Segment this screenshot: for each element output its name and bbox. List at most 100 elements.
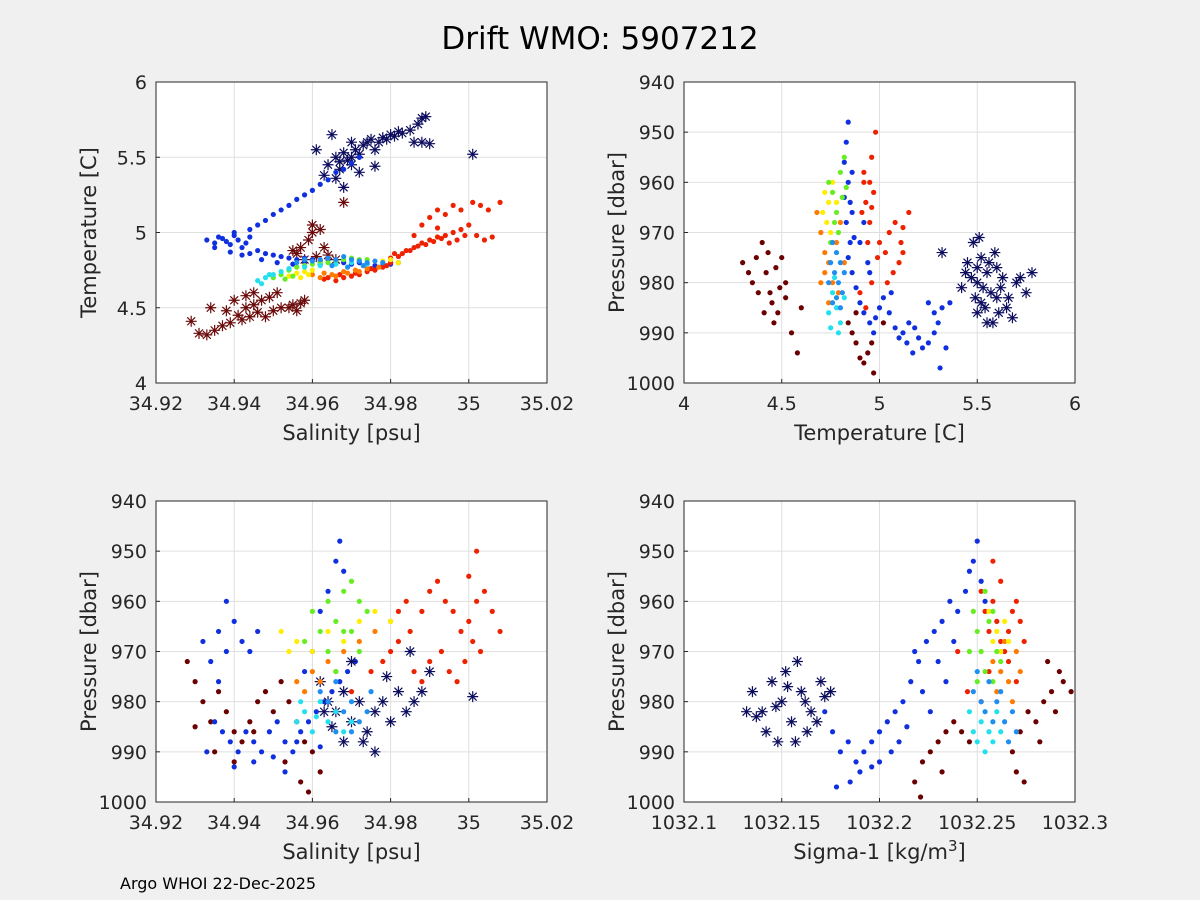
star-point bbox=[424, 666, 436, 678]
y-axis-label: Temperature [C] bbox=[77, 147, 101, 319]
dot-point bbox=[908, 679, 914, 685]
dot-point bbox=[258, 749, 265, 755]
dot-point bbox=[204, 749, 210, 755]
dot-point bbox=[845, 739, 851, 745]
dot-point bbox=[450, 608, 456, 614]
dot-point bbox=[829, 189, 836, 195]
series-late-drift-navy- bbox=[741, 656, 837, 748]
dot-point bbox=[212, 244, 218, 251]
star-point bbox=[291, 305, 303, 317]
dot-point bbox=[419, 608, 425, 614]
star-point bbox=[819, 691, 831, 703]
dot-point bbox=[247, 234, 253, 240]
star-point bbox=[338, 181, 350, 193]
dot-point bbox=[278, 628, 284, 635]
dot-point bbox=[919, 759, 926, 765]
x-tick-label: 35.02 bbox=[520, 393, 574, 415]
dot-point bbox=[458, 628, 464, 635]
dot-point bbox=[290, 749, 296, 755]
star-point bbox=[338, 147, 350, 159]
dot-point bbox=[423, 241, 429, 248]
y-tick-label: 940 bbox=[639, 72, 675, 94]
series-light-blue bbox=[294, 253, 386, 270]
dot-point bbox=[871, 370, 877, 376]
dot-point bbox=[982, 598, 988, 604]
y-tick-label: 4 bbox=[135, 373, 147, 395]
dot-point bbox=[372, 263, 378, 269]
dot-point bbox=[321, 270, 327, 276]
dot-point bbox=[841, 270, 847, 276]
dot-point bbox=[380, 264, 386, 270]
x-tick-label: 35.02 bbox=[520, 812, 574, 834]
star-point bbox=[416, 686, 428, 698]
star-point bbox=[346, 136, 357, 148]
dot-point bbox=[900, 699, 906, 705]
dot-point bbox=[849, 209, 855, 216]
dot-point bbox=[341, 588, 347, 594]
star-point bbox=[287, 299, 299, 311]
y-axis-label: Pressure [dbar] bbox=[605, 571, 629, 732]
star-point bbox=[770, 701, 782, 713]
dot-point bbox=[863, 305, 869, 311]
dot-point bbox=[337, 272, 343, 278]
star-point bbox=[357, 139, 369, 151]
dot-point bbox=[833, 295, 840, 301]
dot-point bbox=[912, 648, 918, 655]
dot-point bbox=[301, 739, 308, 745]
star-point bbox=[326, 721, 338, 733]
star-point bbox=[236, 314, 248, 326]
star-point bbox=[776, 696, 788, 708]
dot-point bbox=[822, 709, 828, 715]
dot-point bbox=[927, 709, 933, 715]
dot-point bbox=[266, 729, 272, 735]
dot-point bbox=[951, 638, 957, 645]
dot-point bbox=[998, 668, 1004, 675]
dot-point bbox=[982, 608, 988, 614]
dot-point bbox=[1056, 668, 1062, 675]
dot-point bbox=[1009, 608, 1016, 614]
dot-point bbox=[986, 668, 992, 675]
star-point bbox=[346, 656, 357, 668]
star-point bbox=[746, 686, 758, 698]
dot-point bbox=[266, 272, 272, 278]
dot-point bbox=[403, 247, 409, 254]
star-point bbox=[377, 132, 389, 144]
star-point bbox=[408, 696, 420, 708]
dot-point bbox=[828, 325, 834, 331]
star-point bbox=[201, 329, 213, 341]
dot-point bbox=[278, 253, 284, 260]
dot-point bbox=[481, 237, 488, 243]
star-point bbox=[338, 196, 350, 208]
dot-point bbox=[925, 300, 931, 306]
dot-point bbox=[916, 335, 922, 341]
star-point bbox=[392, 686, 404, 698]
y-tick-label: 970 bbox=[111, 642, 147, 664]
dot-point bbox=[1013, 598, 1019, 604]
dot-point bbox=[301, 192, 308, 198]
series-blue bbox=[822, 538, 988, 790]
dot-point bbox=[333, 729, 339, 735]
dot-point bbox=[955, 648, 961, 655]
dot-point bbox=[294, 264, 300, 270]
dot-point bbox=[309, 608, 315, 614]
dot-point bbox=[485, 207, 491, 213]
dot-point bbox=[939, 769, 945, 775]
dot-point bbox=[845, 179, 851, 185]
x-tick-label: 5.5 bbox=[962, 393, 992, 415]
dot-point bbox=[818, 280, 824, 286]
star-point bbox=[1014, 272, 1026, 284]
dot-point bbox=[227, 739, 233, 745]
y-tick-label: 990 bbox=[639, 323, 675, 345]
dot-point bbox=[223, 238, 229, 245]
star-point bbox=[373, 136, 385, 148]
dot-point bbox=[341, 709, 347, 715]
star-point bbox=[981, 267, 993, 279]
dot-point bbox=[255, 628, 261, 635]
dot-point bbox=[833, 199, 840, 205]
dot-point bbox=[384, 263, 390, 269]
star-point bbox=[322, 249, 334, 261]
dot-point bbox=[282, 276, 288, 282]
dot-point bbox=[200, 638, 206, 645]
dot-point bbox=[1002, 638, 1008, 645]
